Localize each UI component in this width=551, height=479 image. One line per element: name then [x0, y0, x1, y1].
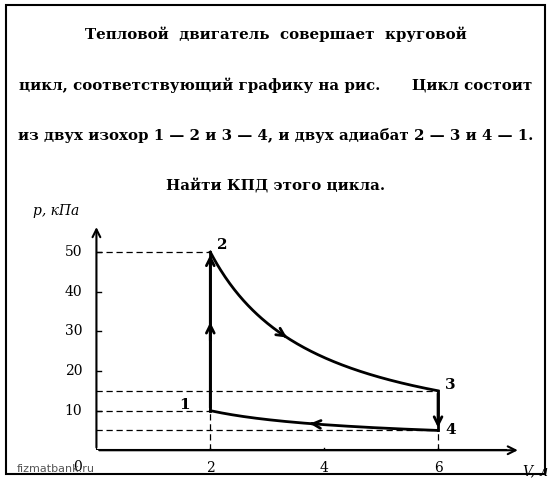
- Text: p, кПа: p, кПа: [33, 205, 79, 218]
- Text: 10: 10: [64, 404, 82, 418]
- Text: из двух изохор 1 — 2 и 3 — 4, и двух адиабат 2 — 3 и 4 — 1.: из двух изохор 1 — 2 и 3 — 4, и двух ади…: [18, 127, 533, 143]
- Text: 1: 1: [179, 398, 190, 411]
- Text: 2: 2: [206, 461, 215, 475]
- Text: 30: 30: [64, 324, 82, 338]
- Text: 6: 6: [434, 461, 442, 475]
- Text: Тепловой  двигатель  совершает  круговой: Тепловой двигатель совершает круговой: [85, 26, 466, 42]
- Text: 2: 2: [217, 238, 228, 252]
- Text: V, л: V, л: [523, 464, 549, 478]
- Text: 50: 50: [64, 245, 82, 259]
- Text: Найти КПД этого цикла.: Найти КПД этого цикла.: [166, 178, 385, 193]
- Text: 3: 3: [445, 378, 456, 392]
- Text: fizmatbank.ru: fizmatbank.ru: [17, 464, 95, 474]
- Text: 4: 4: [320, 461, 328, 475]
- Text: 0: 0: [73, 460, 82, 474]
- Text: 40: 40: [64, 285, 82, 299]
- Text: 20: 20: [64, 364, 82, 378]
- Text: 4: 4: [445, 423, 456, 437]
- Text: цикл, соответствующий графику на рис.      Цикл состоит: цикл, соответствующий графику на рис. Ци…: [19, 77, 532, 92]
